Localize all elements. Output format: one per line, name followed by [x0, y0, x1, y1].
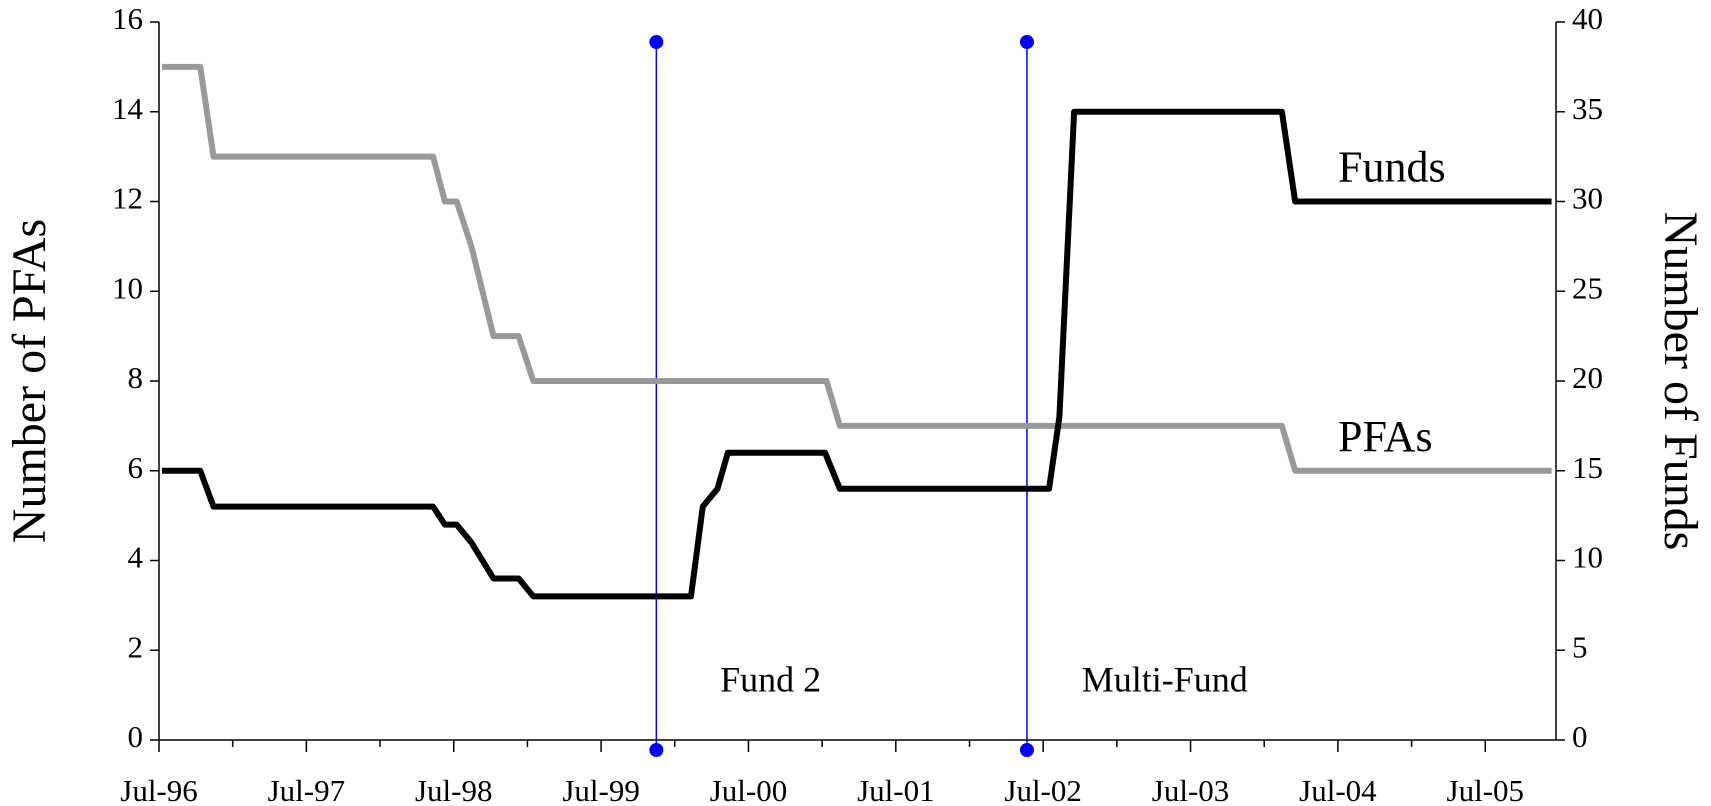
y-tick-label: 2: [128, 629, 144, 664]
y2-tick-label: 35: [1572, 91, 1603, 126]
event-dot: [649, 743, 664, 757]
y-tick-label: 4: [128, 540, 144, 575]
x-tick-label: Jul-00: [710, 773, 788, 806]
y-tick-label: 16: [112, 1, 143, 36]
event-label: Fund 2: [720, 659, 821, 699]
y2-tick-label: 0: [1572, 719, 1588, 754]
x-tick-label: Jul-98: [415, 773, 493, 806]
y2-tick-label: 40: [1572, 1, 1603, 36]
y-tick-label: 14: [112, 91, 144, 126]
y-tick-label: 6: [128, 450, 144, 485]
event-dot: [1019, 743, 1034, 757]
y2-axis-label: Number of Funds: [1654, 212, 1707, 551]
y-tick-label: 0: [128, 719, 144, 754]
y-tick-label: 10: [112, 270, 143, 305]
y-tick-label: 8: [128, 360, 144, 395]
y2-tick-label: 10: [1572, 540, 1603, 575]
y2-tick-label: 25: [1572, 270, 1603, 305]
event-dot: [649, 35, 664, 49]
series-label: Funds: [1338, 143, 1446, 192]
y2-tick-label: 5: [1572, 629, 1588, 664]
x-tick-label: Jul-02: [1004, 773, 1082, 806]
y2-tick-label: 15: [1572, 450, 1603, 485]
y-axis-label: Number of PFAs: [3, 219, 56, 543]
series-line: [161, 63, 1552, 474]
x-tick-label: Jul-96: [120, 773, 198, 806]
event-dot: [1019, 35, 1034, 49]
y2-tick-label: 20: [1572, 360, 1603, 395]
y-tick-label: 12: [112, 181, 143, 216]
x-tick-label: Jul-03: [1152, 773, 1230, 806]
x-tick-label: Jul-99: [562, 773, 640, 806]
event-label: Multi-Fund: [1082, 659, 1248, 699]
series-label: PFAs: [1338, 412, 1433, 461]
x-tick-label: Jul-04: [1299, 773, 1377, 806]
y2-tick-label: 30: [1572, 181, 1603, 216]
x-tick-label: Jul-97: [268, 773, 346, 806]
series-line: [161, 108, 1552, 600]
x-tick-label: Jul-01: [857, 773, 935, 806]
x-tick-label: Jul-05: [1447, 773, 1525, 806]
